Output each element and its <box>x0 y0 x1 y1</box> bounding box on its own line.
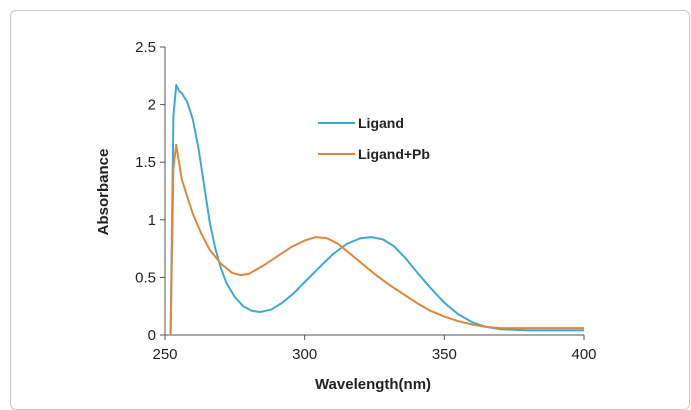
y-tick-label: 0 <box>148 327 156 344</box>
y-tick-label: 0.5 <box>135 269 156 286</box>
chart-frame <box>10 10 690 410</box>
x-tick-label: 400 <box>571 346 596 363</box>
x-tick-label: 250 <box>152 346 177 363</box>
y-tick-label: 1.5 <box>135 154 156 171</box>
series-line <box>169 143 584 336</box>
x-tick-label: 300 <box>292 346 317 363</box>
y-tick-label: 1 <box>148 212 156 229</box>
axes: 0 0.5 1 1.5 2 2.5 250 300 350 400 <box>135 39 596 363</box>
legend: Ligand Ligand+Pb <box>318 115 430 162</box>
y-axis-title: Absorbance <box>95 149 112 236</box>
line-chart: 0 0.5 1 1.5 2 2.5 250 300 350 400 Ligand Ligand+Pb… <box>95 39 597 393</box>
series-layer <box>169 84 584 336</box>
x-tick-label: 350 <box>432 346 457 363</box>
x-axis-title: Wavelength(nm) <box>315 376 431 393</box>
legend-label: Ligand <box>358 115 404 131</box>
series-line <box>169 84 584 336</box>
y-tick-label: 2.5 <box>135 39 156 56</box>
y-tick-label: 2 <box>148 97 156 114</box>
legend-label: Ligand+Pb <box>358 146 430 162</box>
